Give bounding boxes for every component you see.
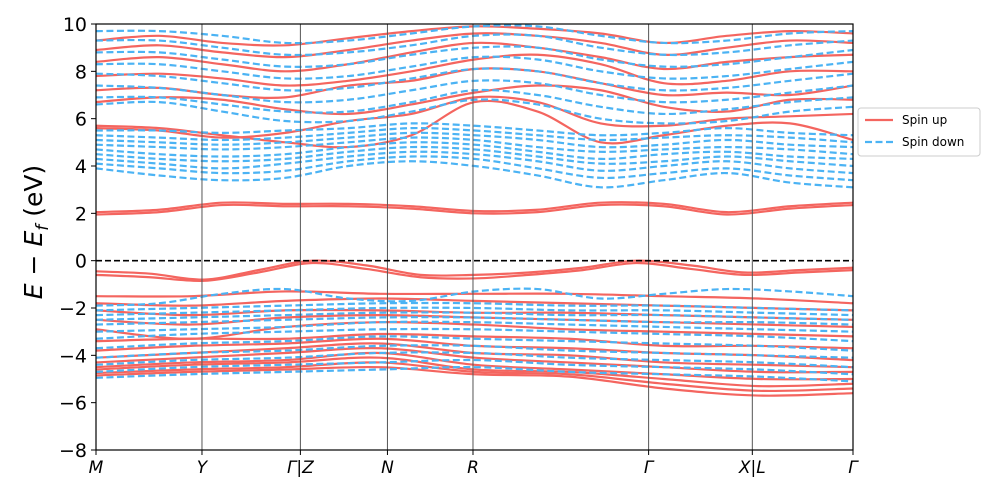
band-line [96,41,853,73]
plot-frame [95,23,854,451]
band-line [96,98,853,125]
band-line [96,24,853,45]
kpoint-lines [201,24,753,450]
band-line [96,141,853,161]
band-line [96,203,853,216]
x-tick-label: Γ [848,458,859,478]
band-line [96,335,853,352]
band-line [96,306,853,317]
band-line [96,301,853,312]
band-line [96,160,853,189]
legend-label: Spin down [902,135,964,149]
x-tick-label: X|L [738,458,766,478]
band-line [96,155,853,182]
band-line [96,327,853,343]
band-line [96,150,853,175]
x-tick-label: Γ|Z [287,458,314,478]
band-line [96,126,853,144]
series-spin-down [96,24,853,383]
band-line [96,356,853,388]
band-line [96,122,853,137]
band-line [96,201,853,214]
band-line [96,33,853,57]
y-tick-label: −4 [59,345,87,367]
y-tick-label: −6 [59,393,87,415]
band-line [96,321,853,340]
band-line [96,145,853,168]
x-tick-label: R [467,458,479,478]
band-line [96,55,853,80]
y-axis-label-subscript: f [33,222,53,231]
y-tick-label: 2 [75,203,87,225]
band-line [96,79,853,104]
band-line [96,358,853,376]
y-tick-label: −2 [59,298,87,320]
y-axis: −8 −6 −4 −2 0 2 4 6 8 10 [59,14,96,462]
legend-label: Spin up [902,113,947,127]
y-tick-label: 8 [75,61,87,83]
band-line [96,259,853,281]
band-line [96,136,853,156]
y-axis-label-unit: (eV) [19,165,48,225]
band-line [96,67,853,92]
band-line [96,366,853,383]
band-line [96,131,853,149]
x-tick-label: N [381,458,394,478]
band-line [96,84,853,116]
band-line [96,99,853,149]
band-line [96,347,853,374]
y-tick-label: 0 [75,251,87,273]
band-line [96,53,853,87]
band-line [96,88,853,116]
band-line [96,32,853,59]
band-line [96,316,853,326]
y-tick-label: 6 [75,109,87,131]
band-line [96,287,853,307]
y-axis-label: E − Ef (eV) [19,165,53,299]
band-line [96,351,853,381]
band-line [96,351,853,369]
y-tick-label: −8 [59,440,87,462]
x-tick-label: M [89,458,104,478]
band-line [96,261,853,282]
bands-layer [96,24,853,397]
y-axis-label-main: E − E [19,231,48,300]
y-tick-label: 10 [63,14,87,36]
band-line [96,290,853,305]
y-tick-label: 4 [75,156,87,178]
band-line [96,344,853,359]
band-line [96,365,853,397]
band-line [96,311,853,321]
band-line [96,361,853,393]
band-line [96,95,853,139]
x-tick-label: Γ [644,458,655,478]
legend: Spin up Spin down [857,107,981,157]
x-tick-label: Y [197,458,209,478]
x-axis: M Y Γ|Z N R Γ X|L Γ [89,450,859,478]
band-line [96,320,853,333]
band-line [96,45,853,68]
